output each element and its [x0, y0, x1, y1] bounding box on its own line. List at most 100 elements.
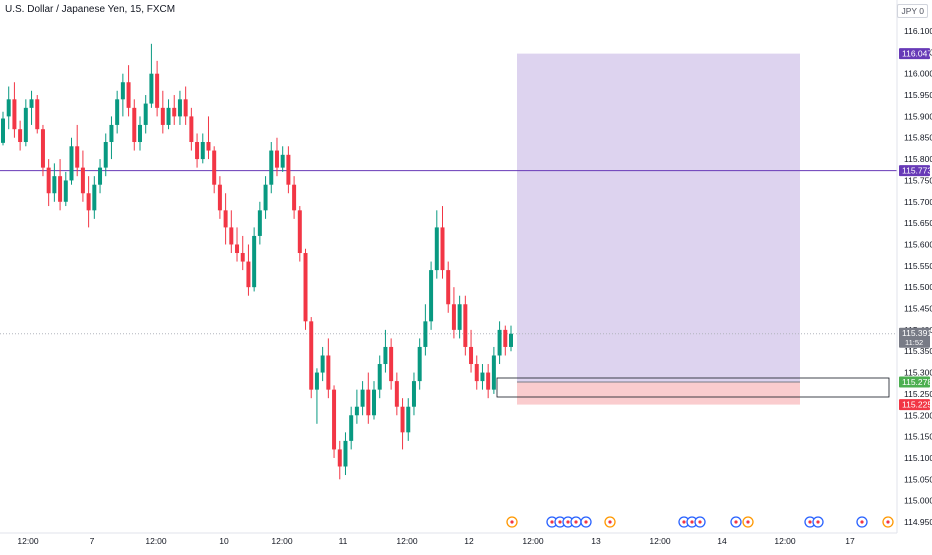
y-tick-label: 114.950 — [904, 517, 932, 527]
candle-body — [377, 364, 382, 390]
event-dot-icon — [584, 520, 588, 524]
candle-body — [23, 107, 28, 143]
candle-body — [257, 210, 262, 236]
candle-body — [411, 381, 416, 407]
candle-body — [349, 415, 354, 441]
candle-body — [297, 210, 302, 254]
event-dot-icon — [608, 520, 612, 524]
y-tick-label: 115.100 — [904, 453, 932, 463]
x-tick-label: 12:00 — [396, 536, 418, 546]
y-tick-label: 115.550 — [904, 261, 932, 271]
currency-badge[interactable]: JPY 0 — [897, 4, 928, 18]
event-dot-icon — [816, 520, 820, 524]
candle-body — [86, 193, 91, 211]
price-marker-label: 115.225 — [902, 400, 932, 410]
rectangle-drawing[interactable] — [496, 377, 890, 398]
candle-body — [474, 364, 479, 382]
candle-body — [160, 107, 165, 125]
candle-body — [212, 150, 217, 185]
candle-body — [469, 346, 474, 365]
candle-body — [434, 227, 439, 271]
candle-body — [177, 99, 182, 117]
price-marker-badge — [899, 48, 930, 60]
candle-body — [126, 82, 131, 108]
x-tick-label: 12:00 — [17, 536, 39, 546]
candle-body — [195, 142, 200, 160]
stop-zone[interactable] — [517, 381, 800, 405]
target-zone[interactable] — [517, 53, 800, 382]
candle-body — [149, 73, 154, 104]
event-dot-icon — [682, 520, 686, 524]
event-dot-icon — [808, 520, 812, 524]
candle-body — [423, 321, 428, 347]
candle-body — [332, 389, 337, 450]
y-tick-label: 115.700 — [904, 197, 932, 207]
candle-body — [109, 124, 114, 143]
candle-body — [206, 142, 211, 151]
y-tick-label: 115.200 — [904, 410, 932, 420]
y-tick-label: 115.800 — [904, 154, 932, 164]
candle-body — [1, 118, 5, 143]
candle-body — [12, 99, 17, 130]
price-marker-label: 116.047 — [902, 49, 932, 59]
candle-body — [486, 372, 491, 390]
candle-body — [235, 244, 240, 254]
candle-body — [463, 304, 468, 347]
candle-body — [400, 406, 405, 433]
x-tick-label: 14 — [717, 536, 727, 546]
candle-body — [40, 129, 45, 168]
candle-body — [497, 329, 502, 356]
candle-body — [18, 129, 23, 143]
candle-body — [314, 372, 319, 390]
chart-title: U.S. Dollar / Japanese Yen, 15, FXCM — [5, 4, 176, 15]
currency-suffix: 0 — [919, 6, 924, 16]
candle-body — [46, 167, 51, 194]
price-marker-badge — [899, 327, 930, 348]
y-tick-label: 115.350 — [904, 346, 932, 356]
y-tick-label: 115.500 — [904, 282, 932, 292]
x-tick-label: 17 — [845, 536, 855, 546]
y-tick-label: 115.250 — [904, 389, 932, 399]
event-dot-icon — [510, 520, 514, 524]
candle-body — [132, 107, 137, 143]
y-tick-label: 115.300 — [904, 368, 932, 378]
candle-body — [120, 82, 125, 100]
event-dot-icon — [690, 520, 694, 524]
candle-body — [286, 154, 291, 185]
candle-body — [326, 355, 331, 390]
candle-body — [29, 99, 34, 108]
candle-body — [103, 142, 108, 168]
candle-body — [229, 227, 234, 245]
candle-body — [309, 321, 314, 390]
candle-body — [166, 107, 171, 125]
x-tick-label: 12:00 — [774, 536, 796, 546]
candle-body — [274, 150, 279, 168]
y-tick-label: 115.850 — [904, 133, 932, 143]
candle-body — [6, 99, 11, 117]
y-tick-label: 116.000 — [904, 69, 932, 79]
candle-body — [155, 73, 160, 108]
candle-body — [58, 176, 63, 202]
x-tick-label: 12 — [464, 536, 474, 546]
event-dot-icon — [550, 520, 554, 524]
price-marker-label: 115.773 — [902, 166, 932, 176]
candle-body — [200, 142, 205, 160]
y-tick-label: 115.750 — [904, 175, 932, 185]
x-tick-label: 10 — [219, 536, 229, 546]
event-dot-icon — [566, 520, 570, 524]
price-marker-label: 115.278 — [902, 377, 932, 387]
price-marker-label: 115.391 — [902, 328, 932, 338]
event-dot-icon — [734, 520, 738, 524]
event-dot-icon — [698, 520, 702, 524]
candle-body — [491, 355, 496, 390]
candle-body — [372, 389, 377, 416]
candle-body — [457, 304, 462, 330]
candle-body — [115, 99, 120, 125]
candle-body — [183, 99, 188, 117]
candle-body — [480, 372, 485, 382]
y-tick-label: 115.650 — [904, 218, 932, 228]
y-tick-label: 115.600 — [904, 239, 932, 249]
event-dot-icon — [860, 520, 864, 524]
